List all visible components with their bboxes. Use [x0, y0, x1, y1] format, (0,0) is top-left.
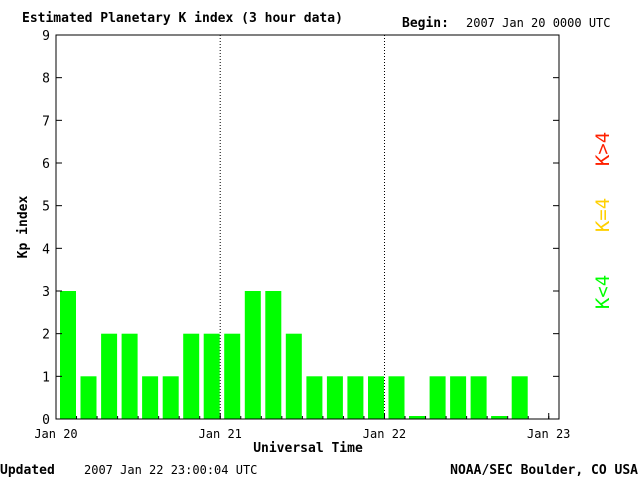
- x-tick-label: Jan 22: [363, 427, 406, 441]
- plot-frame: [55, 34, 560, 420]
- updated-label: Updated: [0, 463, 55, 478]
- begin-value: 2007 Jan 20 0000 UTC: [466, 16, 611, 30]
- kp-bar: [224, 333, 241, 419]
- kp-bar: [244, 291, 261, 419]
- bars-group: [60, 291, 528, 419]
- day-separators: [219, 35, 385, 419]
- y-tick-label: 5: [42, 200, 50, 215]
- y-tick-label: 4: [42, 242, 50, 257]
- kp-bar: [265, 291, 282, 419]
- kp-bar: [80, 376, 97, 419]
- kp-bar: [203, 333, 220, 419]
- updated-value: 2007 Jan 22 23:00:04 UTC: [84, 463, 257, 477]
- kp-bar: [388, 376, 405, 419]
- x-tick-label: Jan 20: [34, 427, 77, 441]
- y-tick-label: 9: [42, 29, 50, 44]
- kp-bar: [368, 376, 384, 419]
- kp-bar: [142, 376, 159, 419]
- legend-k-less-4: K<4: [592, 275, 614, 309]
- kp-bar: [306, 376, 323, 419]
- y-tick-label: 2: [42, 328, 50, 343]
- y-tick-label: 3: [42, 285, 50, 300]
- kp-bar: [183, 333, 200, 419]
- kp-bar: [429, 376, 446, 419]
- x-tick-label: Jan 21: [199, 427, 242, 441]
- kp-bar: [285, 333, 302, 419]
- y-axis: 0 1 2 3 4 5 6 7 8 9: [42, 29, 559, 428]
- kp-bar: [121, 333, 138, 419]
- kp-bar: [470, 376, 487, 419]
- kp-bar: [101, 333, 118, 419]
- legend-k-equal-4: K=4: [592, 198, 614, 232]
- begin-label: Begin:: [402, 16, 449, 31]
- y-tick-label: 7: [42, 114, 50, 129]
- y-axis-label: Kp index: [16, 196, 31, 259]
- kp-bar: [450, 376, 467, 419]
- kp-bar: [409, 416, 425, 419]
- source-label: NOAA/SEC Boulder, CO USA: [450, 463, 638, 478]
- chart-title: Estimated Planetary K index (3 hour data…: [22, 11, 343, 26]
- kp-bar: [491, 416, 508, 419]
- x-axis-label: Universal Time: [253, 441, 363, 456]
- x-tick-label: Jan 23: [527, 427, 570, 441]
- x-axis: Jan 20 Jan 21 Jan 22 Jan 23: [34, 413, 570, 441]
- kp-bar: [347, 376, 364, 419]
- kp-bar: [326, 376, 343, 419]
- kp-bar: [511, 376, 528, 419]
- y-tick-label: 1: [42, 370, 50, 385]
- legend-k-greater-4: K>4: [592, 132, 614, 166]
- kp-bar: [60, 291, 76, 419]
- kp-bar: [162, 376, 179, 419]
- y-tick-label: 6: [42, 157, 50, 172]
- y-tick-label: 0: [42, 413, 50, 428]
- y-tick-label: 8: [42, 72, 50, 87]
